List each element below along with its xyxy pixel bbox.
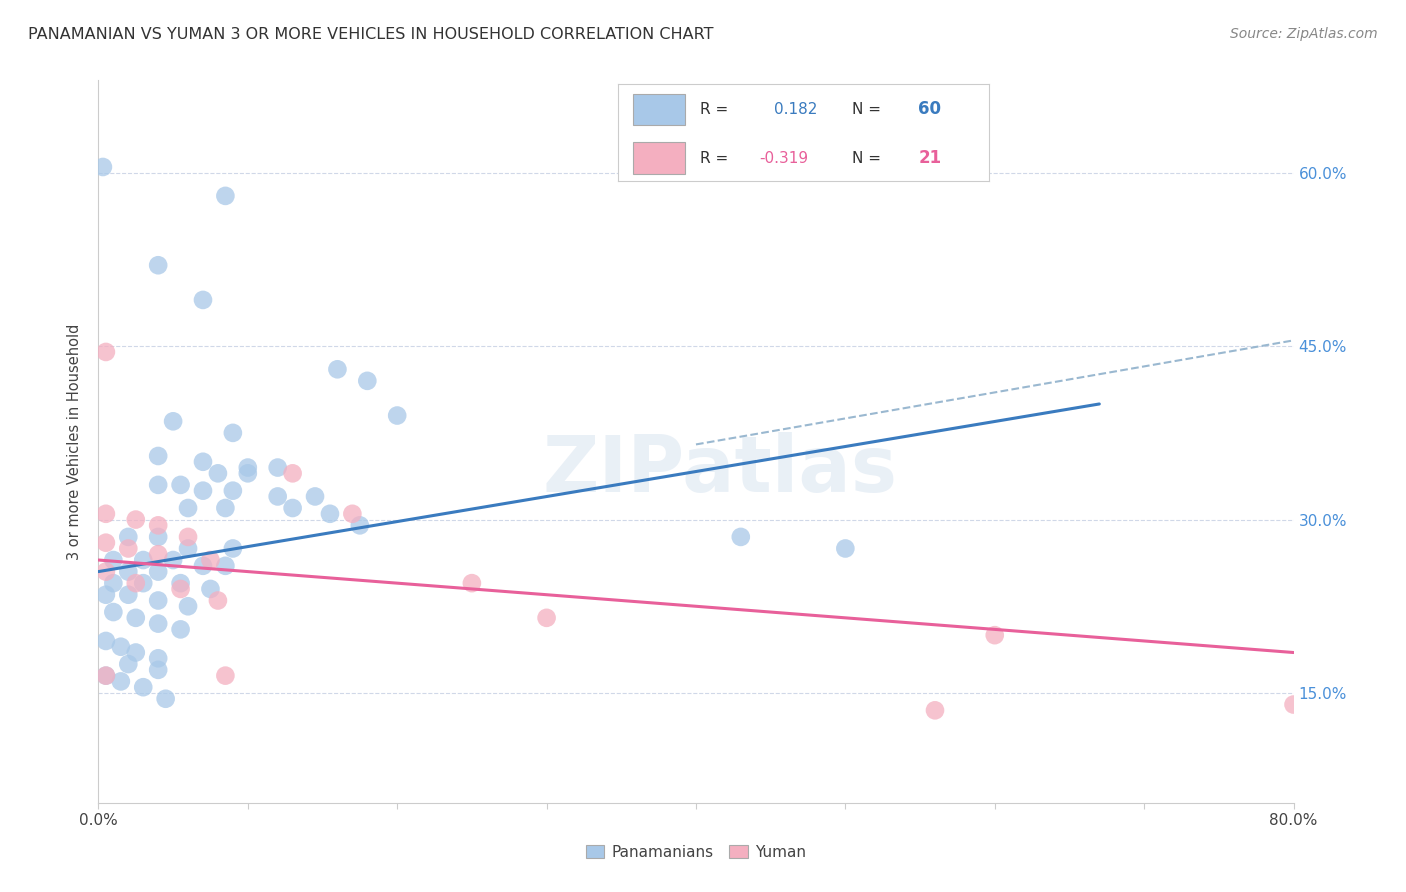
- Point: [1282, 698, 1305, 712]
- Point: [461, 576, 484, 591]
- Point: [236, 460, 259, 475]
- Point: [177, 541, 200, 556]
- Point: [148, 616, 170, 631]
- Point: [191, 455, 214, 469]
- Point: [177, 599, 200, 614]
- Point: [191, 483, 214, 498]
- Point: [94, 507, 117, 521]
- Point: [236, 467, 259, 481]
- Point: [169, 582, 191, 596]
- Point: [214, 558, 236, 573]
- Point: [281, 501, 304, 516]
- Point: [125, 646, 148, 660]
- Point: [132, 553, 155, 567]
- Point: [200, 582, 222, 596]
- Text: Source: ZipAtlas.com: Source: ZipAtlas.com: [1230, 27, 1378, 41]
- Point: [349, 518, 371, 533]
- Point: [103, 605, 125, 619]
- Point: [148, 530, 170, 544]
- Point: [222, 425, 245, 440]
- Point: [169, 478, 191, 492]
- Point: [110, 674, 132, 689]
- Point: [148, 478, 170, 492]
- Point: [162, 553, 184, 567]
- Point: [214, 668, 236, 682]
- Point: [148, 547, 170, 561]
- Point: [94, 345, 117, 359]
- Point: [281, 467, 304, 481]
- Point: [117, 657, 139, 671]
- Point: [103, 576, 125, 591]
- Point: [214, 189, 236, 203]
- Point: [207, 593, 229, 607]
- Point: [148, 518, 170, 533]
- Point: [342, 507, 364, 521]
- Point: [125, 576, 148, 591]
- Point: [94, 565, 117, 579]
- Point: [103, 553, 125, 567]
- Point: [267, 490, 290, 504]
- Point: [162, 414, 184, 428]
- Point: [132, 680, 155, 694]
- Point: [984, 628, 1007, 642]
- Point: [94, 588, 117, 602]
- Point: [169, 623, 191, 637]
- Legend: Panamanians, Yuman: Panamanians, Yuman: [578, 837, 814, 867]
- Point: [117, 541, 139, 556]
- Point: [110, 640, 132, 654]
- Point: [125, 512, 148, 526]
- Point: [91, 160, 114, 174]
- Point: [385, 409, 409, 423]
- Point: [834, 541, 856, 556]
- Point: [148, 593, 170, 607]
- Point: [222, 483, 245, 498]
- Point: [207, 467, 229, 481]
- Point: [94, 535, 117, 549]
- Point: [148, 565, 170, 579]
- Point: [155, 691, 177, 706]
- Point: [132, 576, 155, 591]
- Point: [148, 663, 170, 677]
- Point: [94, 668, 117, 682]
- Point: [117, 565, 139, 579]
- Point: [191, 558, 214, 573]
- Point: [117, 530, 139, 544]
- Point: [356, 374, 378, 388]
- Point: [94, 634, 117, 648]
- Point: [319, 507, 342, 521]
- Point: [191, 293, 214, 307]
- Point: [169, 576, 191, 591]
- Point: [326, 362, 349, 376]
- Text: PANAMANIAN VS YUMAN 3 OR MORE VEHICLES IN HOUSEHOLD CORRELATION CHART: PANAMANIAN VS YUMAN 3 OR MORE VEHICLES I…: [28, 27, 714, 42]
- Point: [148, 651, 170, 665]
- Point: [148, 449, 170, 463]
- Point: [536, 611, 558, 625]
- Point: [924, 703, 946, 717]
- Point: [125, 611, 148, 625]
- Point: [304, 490, 326, 504]
- Point: [200, 553, 222, 567]
- Point: [177, 501, 200, 516]
- Point: [177, 530, 200, 544]
- Point: [214, 501, 236, 516]
- Point: [730, 530, 752, 544]
- Text: ZIPatlas: ZIPatlas: [543, 433, 897, 508]
- Point: [222, 541, 245, 556]
- Point: [117, 588, 139, 602]
- Point: [148, 258, 170, 272]
- Point: [267, 460, 290, 475]
- Y-axis label: 3 or more Vehicles in Household: 3 or more Vehicles in Household: [67, 324, 83, 559]
- Point: [94, 668, 117, 682]
